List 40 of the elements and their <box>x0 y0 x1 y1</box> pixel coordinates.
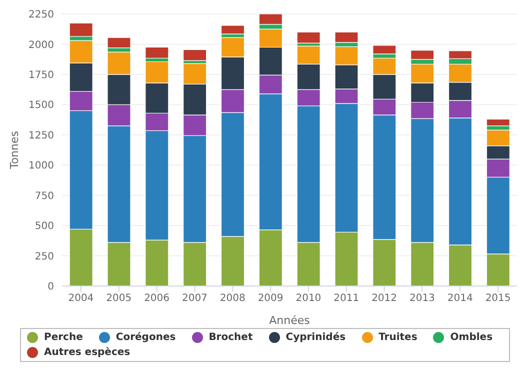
x-tick-label: 2008 <box>220 293 246 304</box>
y-tick-label: 750 <box>34 190 54 202</box>
y-tick-label: 1250 <box>28 130 54 142</box>
bar <box>334 32 358 43</box>
legend-label: Corégones <box>116 332 176 343</box>
y-tick-label: 0 <box>48 282 54 293</box>
y-tick-label: 1000 <box>28 160 54 172</box>
legend-label: Cyprinidés <box>286 332 346 343</box>
legend-label: Perche <box>44 332 83 343</box>
y-tick-label: 2250 <box>28 10 54 21</box>
legend-label: Autres espèces <box>44 347 130 358</box>
legend-label: Ombles <box>450 332 493 343</box>
bar <box>145 46 169 58</box>
legend-label: Truites <box>378 332 418 343</box>
x-tick-label: 2004 <box>68 293 94 304</box>
x-tick-label: 2015 <box>485 293 511 304</box>
bar <box>296 32 320 44</box>
bar <box>183 49 207 61</box>
x-tick-label: 2011 <box>334 293 360 304</box>
x-tick-label: 2007 <box>182 293 208 304</box>
x-tick-label: 2006 <box>144 293 170 304</box>
bar <box>220 25 245 34</box>
x-tick-label: 2009 <box>258 293 284 304</box>
y-tick-label: 1500 <box>28 100 54 112</box>
y-axis-title: Tonnes <box>8 130 21 170</box>
x-axis-title: Années <box>269 314 310 327</box>
legend-label: Brochet <box>208 332 253 343</box>
bar <box>372 45 396 54</box>
x-tick-label: 2014 <box>447 293 473 304</box>
y-tick-label: 500 <box>34 221 54 232</box>
bar <box>486 118 510 126</box>
x-tick-label: 2005 <box>106 293 132 304</box>
y-tick-label: 2000 <box>28 40 54 51</box>
y-tick-label: 1750 <box>28 70 54 81</box>
x-tick-label: 2013 <box>409 293 435 304</box>
bar <box>69 22 93 37</box>
x-tick-label: 2012 <box>372 293 398 304</box>
y-tick-label: 250 <box>34 251 54 262</box>
bar <box>107 37 131 48</box>
x-tick-label: 2010 <box>296 293 322 304</box>
